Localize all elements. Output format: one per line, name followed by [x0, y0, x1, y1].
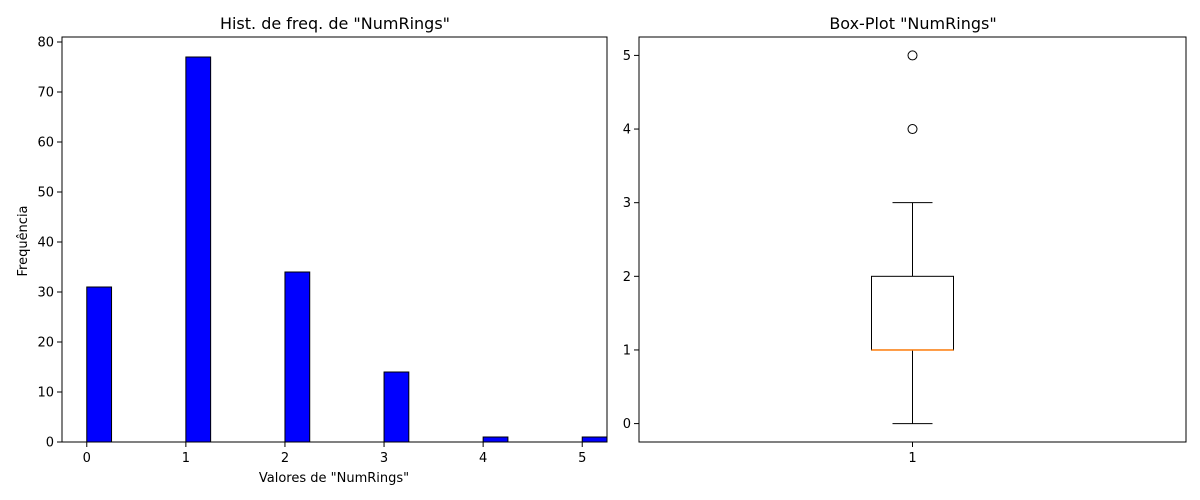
iqr-box [871, 275, 954, 351]
hist-x-tick-label: 2 [281, 451, 289, 466]
box-y-tick-label: 1 [623, 343, 631, 358]
boxplot-panel: Box-Plot "NumRings" 0 1 2 3 4 5 1 [623, 14, 1187, 466]
hist-x-ticks: 0 1 2 3 4 5 [83, 442, 586, 466]
hist-x-tick-label: 5 [578, 451, 586, 466]
box-x-ticks: 1 [908, 442, 917, 466]
hist-bar [185, 56, 212, 443]
histogram-panel: Hist. de freq. de "NumRings" 01020304050… [16, 14, 608, 486]
hist-y-tick-label: 60 [37, 136, 54, 151]
hist-y-tick-label: 70 [37, 86, 54, 101]
outlier-point [907, 124, 918, 135]
box-y-tick-label: 0 [623, 417, 631, 432]
hist-bar [581, 436, 608, 443]
hist-x-label: Valores de "NumRings" [259, 471, 409, 486]
hist-y-tick-label: 10 [37, 386, 54, 401]
hist-title: Hist. de freq. de "NumRings" [220, 14, 450, 33]
hist-x-tick-label: 3 [380, 451, 388, 466]
hist-y-tick-label: 0 [46, 436, 54, 451]
box-marks [871, 50, 954, 425]
hist-x-tick-label: 4 [479, 451, 487, 466]
hist-frame [61, 36, 608, 443]
box-y-tick-label: 3 [623, 196, 631, 211]
box-y-tick-label: 4 [623, 123, 631, 138]
hist-y-ticks: 0 10 20 30 40 50 60 70 80 [37, 36, 62, 451]
box-x-tick-label: 1 [908, 451, 916, 466]
hist-bar [482, 436, 509, 443]
hist-y-tick-label: 40 [37, 236, 54, 251]
hist-y-tick-label: 30 [37, 286, 54, 301]
hist-y-tick-label: 80 [37, 36, 54, 51]
box-y-ticks: 0 1 2 3 4 5 [623, 49, 639, 432]
hist-y-tick-label: 50 [37, 186, 54, 201]
hist-bars [86, 56, 608, 443]
box-y-tick-label: 5 [623, 49, 631, 64]
box-frame [638, 36, 1187, 443]
hist-x-tick-label: 0 [83, 451, 91, 466]
hist-bar [86, 286, 113, 443]
box-y-tick-label: 2 [623, 270, 631, 285]
box-title: Box-Plot "NumRings" [829, 14, 996, 33]
outlier-point [907, 50, 918, 61]
hist-bar [383, 371, 410, 443]
hist-y-tick-label: 20 [37, 336, 54, 351]
hist-y-label: Frequência [16, 205, 31, 276]
hist-x-tick-label: 1 [182, 451, 190, 466]
hist-bar [284, 271, 311, 443]
